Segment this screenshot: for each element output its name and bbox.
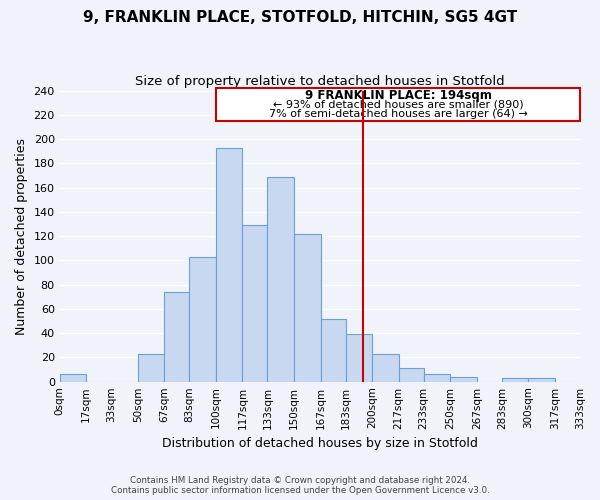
Text: ← 93% of detached houses are smaller (890): ← 93% of detached houses are smaller (89…: [272, 100, 523, 110]
Bar: [164, 292, 190, 382]
Bar: [502, 378, 529, 382]
X-axis label: Distribution of detached houses by size in Stotfold: Distribution of detached houses by size …: [162, 437, 478, 450]
FancyBboxPatch shape: [216, 88, 580, 121]
Bar: [59, 374, 86, 382]
Text: 9 FRANKLIN PLACE: 194sqm: 9 FRANKLIN PLACE: 194sqm: [305, 89, 491, 102]
Text: 7% of semi-detached houses are larger (64) →: 7% of semi-detached houses are larger (6…: [269, 108, 527, 118]
Bar: [294, 234, 320, 382]
Bar: [346, 334, 372, 382]
Bar: [216, 148, 242, 382]
Bar: [399, 368, 424, 382]
Bar: [424, 374, 451, 382]
Bar: [138, 354, 164, 382]
Bar: [372, 354, 399, 382]
Bar: [529, 378, 555, 382]
Bar: [242, 225, 268, 382]
Bar: [320, 318, 346, 382]
Text: 9, FRANKLIN PLACE, STOTFOLD, HITCHIN, SG5 4GT: 9, FRANKLIN PLACE, STOTFOLD, HITCHIN, SG…: [83, 10, 517, 25]
Bar: [268, 176, 294, 382]
Y-axis label: Number of detached properties: Number of detached properties: [15, 138, 28, 334]
Text: Contains HM Land Registry data © Crown copyright and database right 2024.
Contai: Contains HM Land Registry data © Crown c…: [110, 476, 490, 495]
Bar: [451, 377, 477, 382]
Title: Size of property relative to detached houses in Stotfold: Size of property relative to detached ho…: [135, 75, 505, 88]
Bar: [190, 256, 216, 382]
